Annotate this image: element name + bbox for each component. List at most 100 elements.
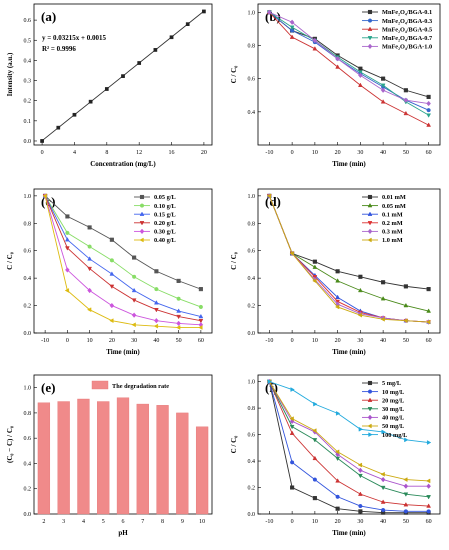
legend-marker	[367, 9, 373, 15]
data-point	[109, 302, 115, 309]
data-point	[153, 323, 159, 329]
data-point	[335, 294, 341, 300]
data-point	[104, 87, 109, 91]
data-point	[87, 225, 92, 230]
data-point	[137, 61, 142, 65]
series-line	[44, 195, 201, 326]
y-tick-label: 0.2	[24, 304, 32, 310]
data-point	[335, 478, 341, 483]
data-point	[313, 401, 318, 407]
data-point	[131, 298, 137, 303]
series-line	[268, 381, 429, 487]
data-point	[290, 387, 295, 392]
data-point	[426, 108, 431, 113]
y-tick-label: 0.4	[24, 276, 32, 282]
series-line	[268, 381, 429, 514]
y-axis-label: (C₀ − C) / C₀	[6, 426, 14, 463]
data-point	[87, 244, 92, 249]
y-tick-label: 0.6	[24, 436, 32, 442]
data-point	[198, 325, 203, 330]
data-point	[109, 258, 114, 263]
data-point	[64, 237, 70, 242]
legend-marker	[367, 228, 373, 235]
y-tick-label: 0.4	[248, 276, 256, 282]
legend-label: 0.10 g/L	[154, 203, 176, 210]
x-axis-label: Time (min)	[106, 348, 140, 356]
data-point	[381, 280, 386, 285]
legend-marker	[367, 380, 373, 386]
x-tick-label: 8	[105, 150, 108, 156]
y-tick-label: 1.0	[248, 194, 256, 200]
data-point	[289, 25, 295, 30]
data-point	[380, 471, 385, 477]
data-point	[131, 287, 137, 293]
data-point	[176, 314, 182, 320]
y-tick-label: 0.4	[24, 461, 32, 467]
legend-marker	[367, 221, 373, 226]
data-point	[202, 9, 206, 14]
data-point	[335, 64, 341, 69]
bar	[57, 401, 70, 515]
data-point	[426, 440, 432, 445]
data-point	[380, 296, 386, 301]
series-line	[269, 11, 429, 111]
data-point	[289, 34, 295, 39]
data-point	[334, 304, 340, 310]
data-point	[426, 122, 432, 127]
data-point	[176, 296, 181, 301]
x-tick-label: 50	[176, 338, 182, 344]
legend-label: 0.20 g/L	[154, 220, 176, 227]
series-line	[269, 381, 429, 443]
x-tick-label: -10	[265, 338, 273, 344]
legend-marker	[368, 432, 373, 438]
data-point	[403, 284, 408, 289]
y-tick-label: 1.0	[248, 380, 256, 386]
data-point	[334, 449, 340, 455]
data-point	[198, 304, 203, 309]
y-tick-label: 1.0	[24, 194, 32, 200]
bar	[136, 403, 149, 515]
data-point	[312, 264, 318, 269]
data-point	[176, 278, 181, 283]
data-point	[132, 255, 137, 260]
x-tick-label: 5	[102, 519, 105, 525]
series-line	[268, 381, 429, 482]
legend-label: MnFe₂O₄/BGA-0.1	[382, 9, 432, 16]
y-tick-label: 0.4	[248, 459, 256, 465]
x-axis-label: Concentration (mg/L)	[90, 160, 156, 168]
x-tick-label: 40	[380, 150, 386, 156]
data-point	[357, 473, 363, 479]
x-tick-label: 20	[201, 150, 207, 156]
y-tick-label: 0.6	[24, 249, 32, 255]
bar	[195, 426, 209, 515]
x-axis-label: Time (min)	[332, 529, 366, 537]
legend-marker	[367, 26, 373, 31]
data-point	[289, 19, 295, 25]
data-point	[121, 74, 125, 78]
x-tick-label: 10	[87, 338, 93, 344]
data-point	[198, 287, 203, 292]
x-tick-label: 30	[131, 338, 137, 344]
y-axis-label: C / C₀	[230, 66, 238, 84]
data-point	[335, 506, 340, 511]
data-point	[335, 494, 340, 499]
series-line	[269, 11, 429, 104]
data-point	[185, 22, 190, 26]
y-tick-label: 0.8	[24, 221, 32, 227]
data-point	[358, 66, 363, 71]
x-tick-label: 40	[153, 338, 159, 344]
legend-marker	[367, 397, 373, 402]
x-tick-label: 30	[357, 519, 363, 525]
series-line	[268, 381, 429, 512]
data-point	[289, 430, 295, 435]
data-point	[403, 110, 409, 116]
legend-marker	[367, 194, 373, 200]
legend-marker	[367, 414, 373, 421]
data-point	[312, 37, 318, 44]
bar	[97, 401, 110, 515]
series-line	[268, 195, 429, 323]
legend-marker	[367, 18, 373, 23]
y-tick-label: 0.2	[248, 486, 256, 492]
x-tick-label: 7	[141, 519, 144, 525]
x-tick-label: 0	[41, 150, 44, 156]
